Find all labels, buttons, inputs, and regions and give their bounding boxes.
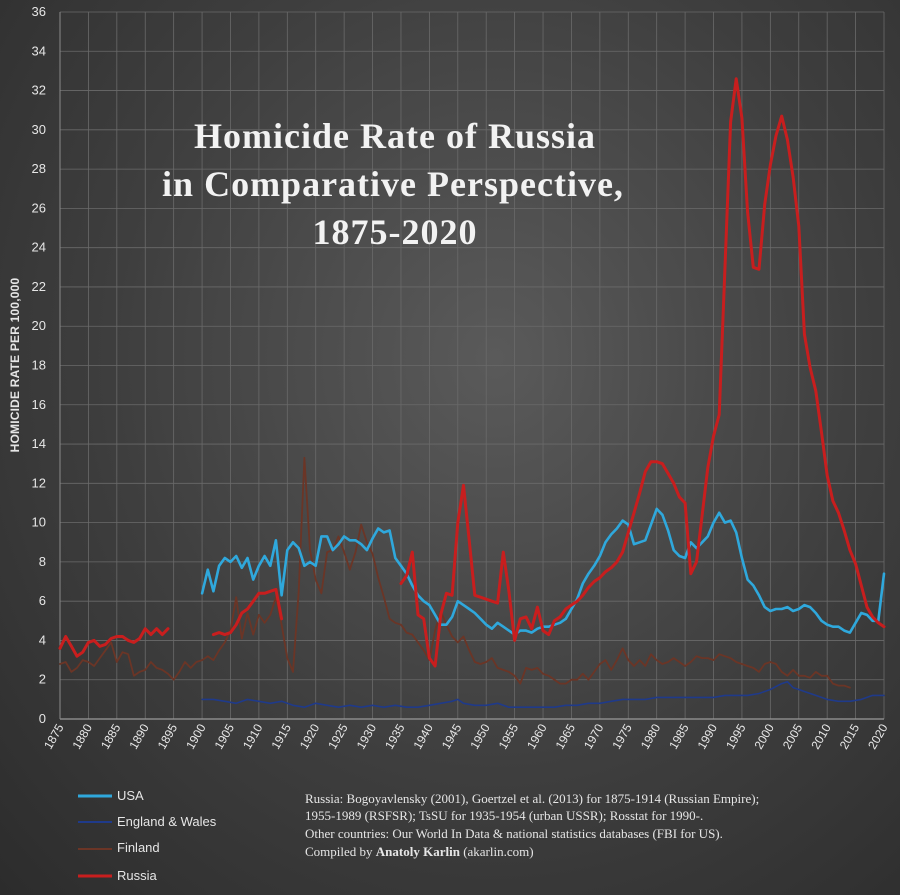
x-tick-label: 1925 — [325, 721, 351, 751]
x-tick-label: 1885 — [98, 721, 124, 751]
legend-item-england-wales: England & Wales — [78, 814, 217, 829]
y-tick-label: 8 — [39, 554, 46, 569]
y-axis-label: HOMICIDE RATE PER 100,000 — [8, 277, 22, 452]
credit-name: Anatoly Karlin — [376, 844, 461, 859]
x-tick-label: 2020 — [865, 721, 891, 751]
legend-item-russia: Russia — [78, 868, 158, 883]
legend-label-usa: USA — [117, 788, 144, 803]
series-line-russia — [58, 627, 170, 658]
x-tick-label: 2010 — [808, 721, 834, 751]
y-tick-label: 10 — [32, 515, 46, 530]
source-note: Russia: Bogoyavlensky (2001), Goertzel e… — [305, 791, 759, 859]
x-tick-label: 1915 — [268, 721, 294, 751]
y-tick-label: 2 — [39, 672, 46, 687]
legend-item-finland: Finland — [78, 840, 160, 855]
x-tick-label: 1995 — [723, 721, 749, 751]
credit-prefix: Compiled by — [305, 844, 376, 859]
legend-label-russia: Russia — [117, 868, 158, 883]
title-line-1: Homicide Rate of Russia — [194, 116, 596, 156]
y-tick-label: 26 — [32, 200, 46, 215]
x-tick-label: 1930 — [354, 721, 380, 751]
y-tick-label: 20 — [32, 318, 46, 333]
y-tick-label: 6 — [39, 593, 46, 608]
source-line-3: Other countries: Our World In Data & nat… — [305, 826, 723, 841]
y-tick-label: 12 — [32, 475, 46, 490]
y-tick-label: 34 — [32, 43, 46, 58]
credit-suffix: (akarlin.com) — [460, 844, 534, 859]
x-tick-label: 1895 — [155, 721, 181, 751]
x-tick-label: 1880 — [70, 721, 96, 751]
x-tick-label: 1940 — [411, 721, 437, 751]
title-line-2: in Comparative Perspective, — [162, 164, 624, 204]
y-tick-label: 0 — [39, 711, 46, 726]
series-line-finland — [59, 456, 851, 689]
x-tick-label: 1950 — [467, 721, 493, 751]
x-tick-label: 1920 — [297, 721, 323, 751]
x-tick-label: 1900 — [183, 721, 209, 751]
x-tick-label: 1955 — [496, 721, 522, 751]
y-tick-label: 36 — [32, 4, 46, 19]
y-tick-label: 28 — [32, 161, 46, 176]
x-axis: 1875 1880 1885 1890 1895 1900 1905 1910 1915 1920… — [41, 721, 891, 751]
x-tick-label: 1970 — [581, 721, 607, 751]
x-tick-label: 1935 — [382, 721, 408, 751]
x-tick-label: 1985 — [666, 721, 692, 751]
x-tick-label: 1890 — [126, 721, 152, 751]
x-tick-label: 2000 — [751, 721, 777, 751]
x-tick-label: 2005 — [780, 721, 806, 751]
y-tick-label: 4 — [39, 632, 46, 647]
title-line-3: 1875-2020 — [313, 212, 478, 252]
y-tick-label: 18 — [32, 358, 46, 373]
y-tick-label: 14 — [32, 436, 46, 451]
y-tick-label: 32 — [32, 83, 46, 98]
x-tick-label: 1910 — [240, 721, 266, 751]
x-tick-label: 1975 — [609, 721, 635, 751]
series-line-russia — [399, 77, 886, 668]
grid — [59, 11, 885, 720]
legend: USA England & Wales Finland Russia — [78, 788, 217, 883]
y-tick-label: 16 — [32, 397, 46, 412]
x-tick-label: 1980 — [638, 721, 664, 751]
source-line-2: 1955-1989 (RSFSR); TsSU for 1935-1954 (u… — [305, 808, 703, 823]
credit-line: Compiled by Anatoly Karlin (akarlin.com) — [305, 844, 534, 859]
x-tick-label: 1960 — [524, 721, 550, 751]
y-tick-label: 22 — [32, 279, 46, 294]
x-tick-label: 2015 — [837, 721, 863, 751]
legend-item-usa: USA — [78, 788, 144, 803]
x-tick-label: 1990 — [695, 721, 721, 751]
x-tick-label: 1945 — [439, 721, 465, 751]
series-line-russia — [211, 587, 284, 637]
chart-title: Homicide Rate of Russia in Comparative P… — [162, 116, 624, 252]
y-tick-label: 24 — [32, 240, 46, 255]
series-layer — [58, 77, 886, 708]
x-tick-label: 1965 — [553, 721, 579, 751]
legend-label-finland: Finland — [117, 840, 160, 855]
series-line-england-wales — [201, 680, 885, 708]
source-line-1: Russia: Bogoyavlensky (2001), Goertzel e… — [305, 791, 759, 806]
x-tick-label: 1905 — [212, 721, 238, 751]
legend-label-england-wales: England & Wales — [117, 814, 217, 829]
y-tick-label: 30 — [32, 122, 46, 137]
